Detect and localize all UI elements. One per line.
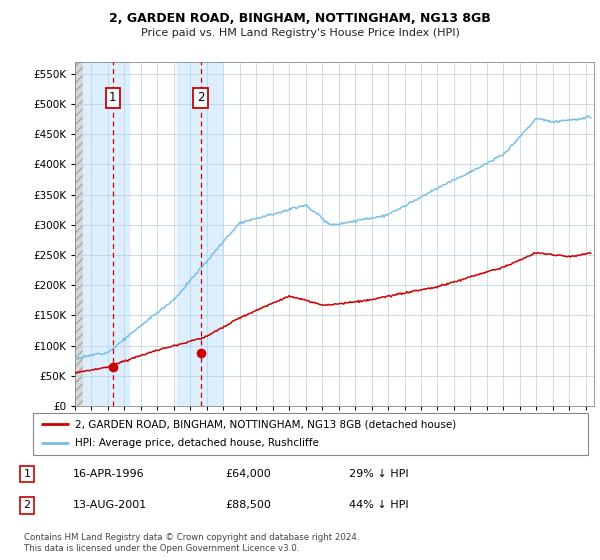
Text: 44% ↓ HPI: 44% ↓ HPI bbox=[349, 501, 409, 511]
Text: Price paid vs. HM Land Registry's House Price Index (HPI): Price paid vs. HM Land Registry's House … bbox=[140, 28, 460, 38]
Text: 2: 2 bbox=[23, 501, 31, 511]
Bar bbox=[83, 62, 130, 406]
Text: 1: 1 bbox=[109, 91, 116, 104]
Text: 2, GARDEN ROAD, BINGHAM, NOTTINGHAM, NG13 8GB (detached house): 2, GARDEN ROAD, BINGHAM, NOTTINGHAM, NG1… bbox=[74, 419, 456, 429]
Bar bbox=[177, 62, 223, 406]
Text: 2: 2 bbox=[197, 91, 204, 104]
Text: 13-AUG-2001: 13-AUG-2001 bbox=[73, 501, 147, 511]
Text: HPI: Average price, detached house, Rushcliffe: HPI: Average price, detached house, Rush… bbox=[74, 438, 319, 449]
Text: 2, GARDEN ROAD, BINGHAM, NOTTINGHAM, NG13 8GB: 2, GARDEN ROAD, BINGHAM, NOTTINGHAM, NG1… bbox=[109, 12, 491, 25]
FancyBboxPatch shape bbox=[33, 413, 588, 455]
Text: 1: 1 bbox=[23, 469, 31, 479]
Text: 16-APR-1996: 16-APR-1996 bbox=[73, 469, 144, 479]
Text: 29% ↓ HPI: 29% ↓ HPI bbox=[349, 469, 409, 479]
Text: £88,500: £88,500 bbox=[225, 501, 271, 511]
Text: Contains HM Land Registry data © Crown copyright and database right 2024.
This d: Contains HM Land Registry data © Crown c… bbox=[24, 533, 359, 553]
Text: £64,000: £64,000 bbox=[225, 469, 271, 479]
Bar bbox=[75, 62, 83, 406]
